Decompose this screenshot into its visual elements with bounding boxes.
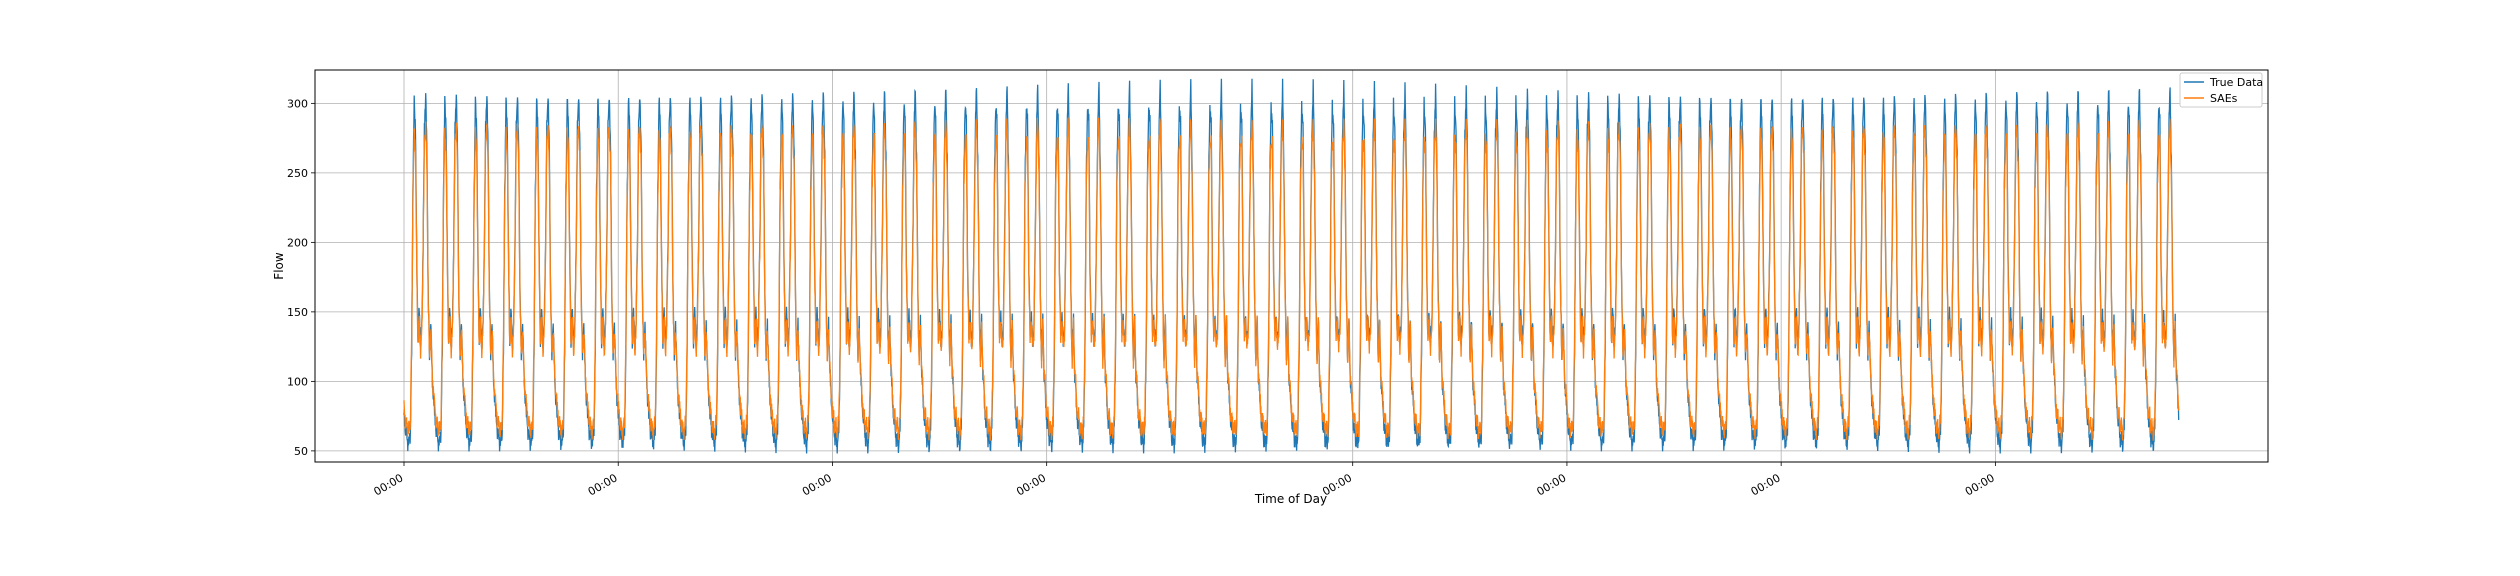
y-tick-label: 50 xyxy=(294,445,308,458)
y-tick-label: 200 xyxy=(287,236,308,249)
y-axis-label: Flow xyxy=(272,252,286,280)
y-tick-label: 300 xyxy=(287,97,308,110)
series-lines xyxy=(403,78,2180,454)
plot-frame xyxy=(314,69,2269,463)
y-tick-label: 150 xyxy=(287,306,308,319)
x-axis-label: Time of Day xyxy=(1254,492,1327,506)
y-tick-label: 100 xyxy=(287,375,308,388)
legend-label-saes: SAEs xyxy=(2210,92,2238,105)
legend-label-true-data: True Data xyxy=(2209,76,2263,89)
y-tick-label: 250 xyxy=(287,167,308,180)
legend: True Data SAEs xyxy=(2179,72,2263,108)
y-axis-ticks: 50 100 150 200 250 300 xyxy=(287,97,315,458)
series-line-saes xyxy=(403,117,2180,441)
